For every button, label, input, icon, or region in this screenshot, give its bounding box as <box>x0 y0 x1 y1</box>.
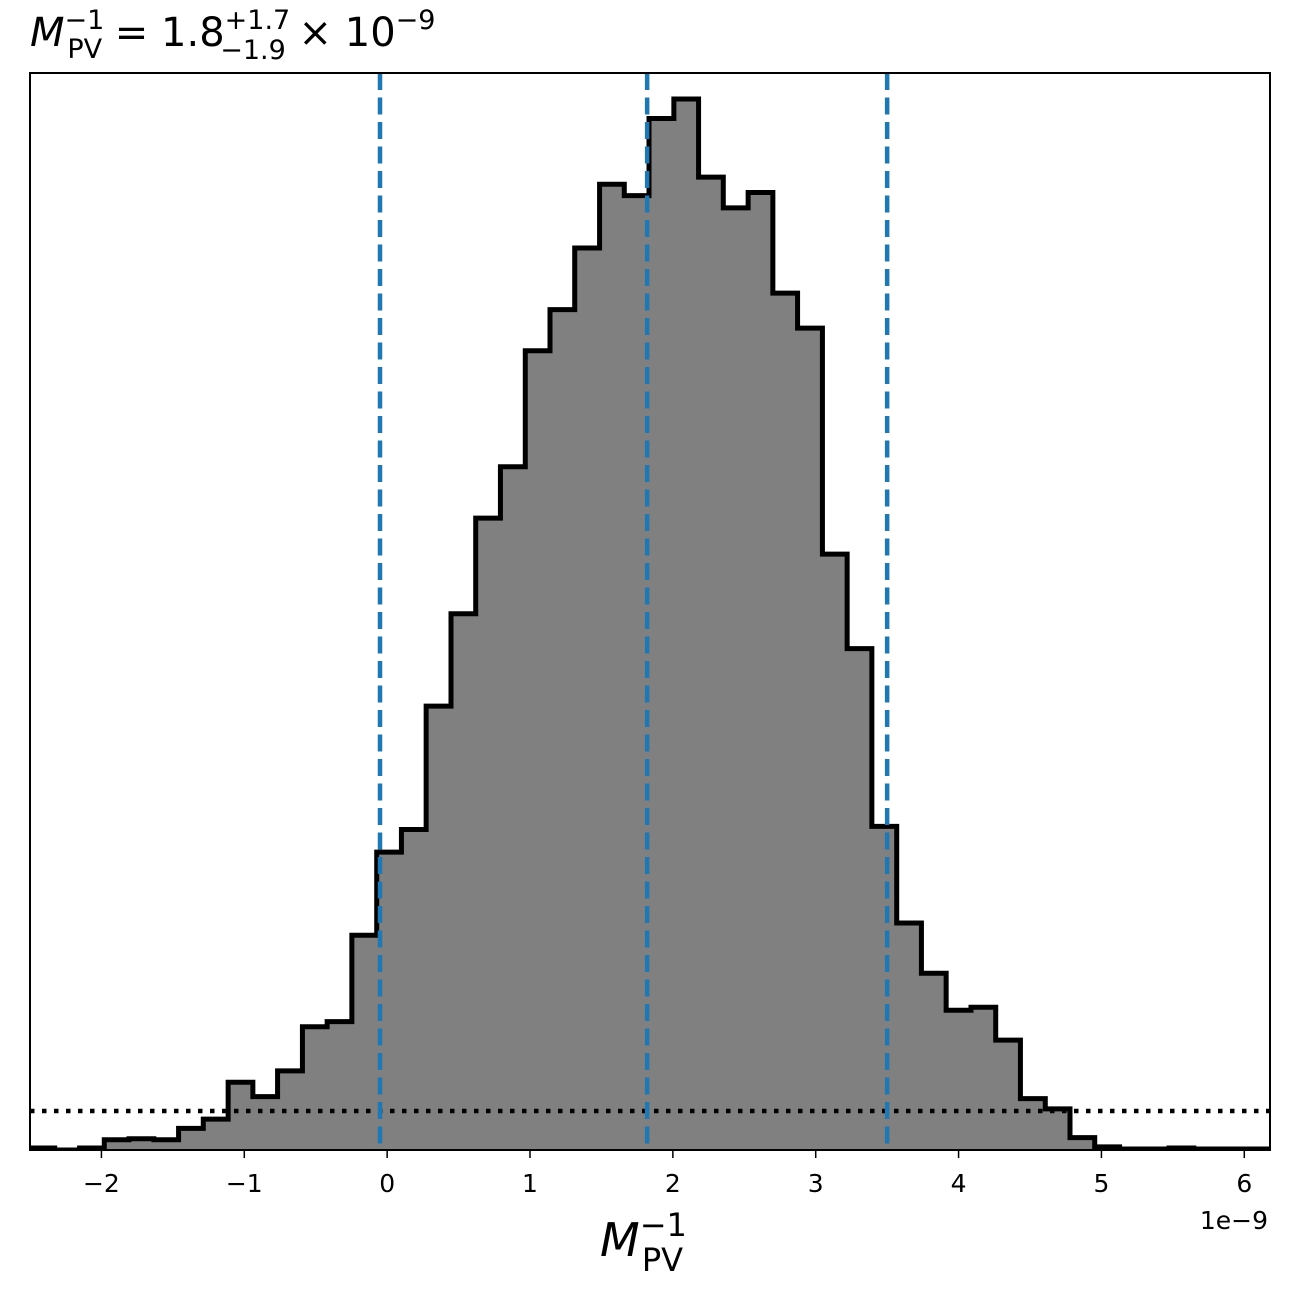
histogram-bar <box>946 1010 972 1150</box>
histogram-bar <box>129 1138 155 1150</box>
histogram-bar <box>327 1021 353 1150</box>
histogram-bar <box>104 1139 130 1150</box>
x-axis-label: M−1 PV <box>600 1206 687 1279</box>
histogram-bar <box>995 1040 1021 1150</box>
histogram-bar <box>1020 1098 1046 1150</box>
histogram-bar <box>302 1026 328 1150</box>
histogram-bar <box>698 177 724 1150</box>
histogram-bar <box>896 922 922 1150</box>
histogram-bar <box>500 466 526 1150</box>
histogram-bar <box>178 1128 204 1150</box>
x-scale-offset: 1e−9 <box>1200 1206 1268 1235</box>
histogram-bar <box>475 518 501 1150</box>
histogram-bar <box>153 1139 180 1150</box>
histogram-bar <box>1070 1137 1096 1150</box>
histogram-bar <box>451 613 477 1150</box>
title-symbol: M <box>30 10 65 56</box>
histogram-bar <box>1045 1108 1071 1150</box>
histogram-bar <box>228 1082 254 1150</box>
title-times: × 10 <box>286 10 396 56</box>
histogram-bar <box>673 99 700 1150</box>
histogram-bars <box>30 99 1270 1150</box>
histogram-bar <box>525 350 551 1150</box>
histogram-bar <box>426 706 452 1150</box>
x-tick-label: 0 <box>379 1169 395 1198</box>
x-tick-label: 6 <box>1236 1169 1252 1198</box>
histogram-outline <box>30 96 1270 1150</box>
plot-frame <box>29 72 1271 1151</box>
histogram-bar <box>723 207 749 1150</box>
histogram-bar <box>822 554 848 1150</box>
x-tick-label: 5 <box>1093 1169 1109 1198</box>
title-symbol-sup: −1 <box>65 5 105 36</box>
x-tick-label: 4 <box>951 1169 967 1198</box>
xlabel-sub: PV <box>642 1241 683 1279</box>
histogram-bar <box>748 192 774 1150</box>
histogram-bar <box>871 826 898 1150</box>
histogram-bar <box>351 935 378 1150</box>
reference-lines <box>30 73 1270 1150</box>
histogram-bar <box>599 184 625 1150</box>
histogram-bar <box>252 1096 279 1150</box>
title-equals: = <box>102 10 161 56</box>
chart-title: M−1 PV = 1.8+1.7 −1.9 × 10−9 <box>30 5 435 66</box>
histogram-bar <box>277 1070 303 1150</box>
histogram-bar <box>376 852 402 1150</box>
histogram-bar <box>401 829 427 1150</box>
x-tick-label: 1 <box>522 1169 538 1198</box>
histogram-bar <box>797 328 823 1150</box>
histogram-bar <box>574 247 601 1150</box>
histogram-bar <box>772 293 799 1150</box>
title-median: 1.8 <box>161 10 225 56</box>
xlabel-symbol: M <box>600 1213 640 1267</box>
histogram-bar <box>203 1119 229 1150</box>
x-axis-ticks: −2 −1 0 1 2 3 4 5 6 <box>83 1150 1252 1198</box>
title-err-minus: −1.9 <box>220 35 286 66</box>
x-tick-label: 3 <box>808 1169 824 1198</box>
title-symbol-sub: PV <box>67 34 102 65</box>
x-tick-label: −1 <box>226 1169 263 1198</box>
histogram-bar <box>649 118 675 1150</box>
title-err-plus: +1.7 <box>225 5 291 36</box>
xlabel-sup: −1 <box>640 1206 687 1244</box>
histogram-bar <box>847 648 873 1150</box>
histogram-bar <box>971 1007 997 1150</box>
histogram-bar <box>921 973 947 1150</box>
x-tick-label: −2 <box>83 1169 120 1198</box>
title-exp: −9 <box>396 5 436 36</box>
x-tick-label: 2 <box>665 1169 681 1198</box>
histogram-bar <box>550 309 576 1150</box>
